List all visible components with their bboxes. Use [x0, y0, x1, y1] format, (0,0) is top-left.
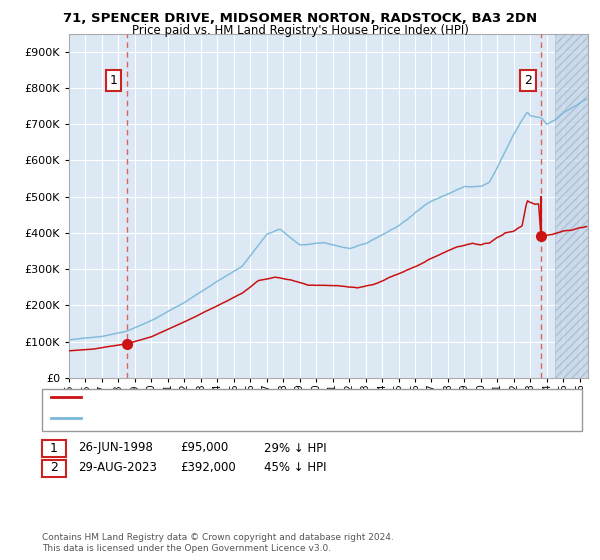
Text: 45% ↓ HPI: 45% ↓ HPI — [264, 461, 326, 474]
Text: £392,000: £392,000 — [180, 461, 236, 474]
Text: 2: 2 — [50, 461, 58, 474]
Text: 29-AUG-2023: 29-AUG-2023 — [78, 461, 157, 474]
Text: 29% ↓ HPI: 29% ↓ HPI — [264, 441, 326, 455]
Text: 26-JUN-1998: 26-JUN-1998 — [78, 441, 153, 455]
Text: Price paid vs. HM Land Registry's House Price Index (HPI): Price paid vs. HM Land Registry's House … — [131, 24, 469, 37]
Text: 71, SPENCER DRIVE, MIDSOMER NORTON, RADSTOCK, BA3 2DN: 71, SPENCER DRIVE, MIDSOMER NORTON, RADS… — [63, 12, 537, 25]
Text: 71, SPENCER DRIVE, MIDSOMER NORTON, RADSTOCK, BA3 2DN (detached house): 71, SPENCER DRIVE, MIDSOMER NORTON, RADS… — [87, 392, 514, 402]
Text: 1: 1 — [109, 74, 117, 87]
Text: Contains HM Land Registry data © Crown copyright and database right 2024.
This d: Contains HM Land Registry data © Crown c… — [42, 533, 394, 553]
Text: 2: 2 — [524, 74, 532, 87]
Text: £95,000: £95,000 — [180, 441, 228, 455]
Text: 1: 1 — [50, 441, 58, 455]
Text: HPI: Average price, detached house, Bath and North East Somerset: HPI: Average price, detached house, Bath… — [87, 413, 439, 423]
Bar — [555, 34, 588, 378]
